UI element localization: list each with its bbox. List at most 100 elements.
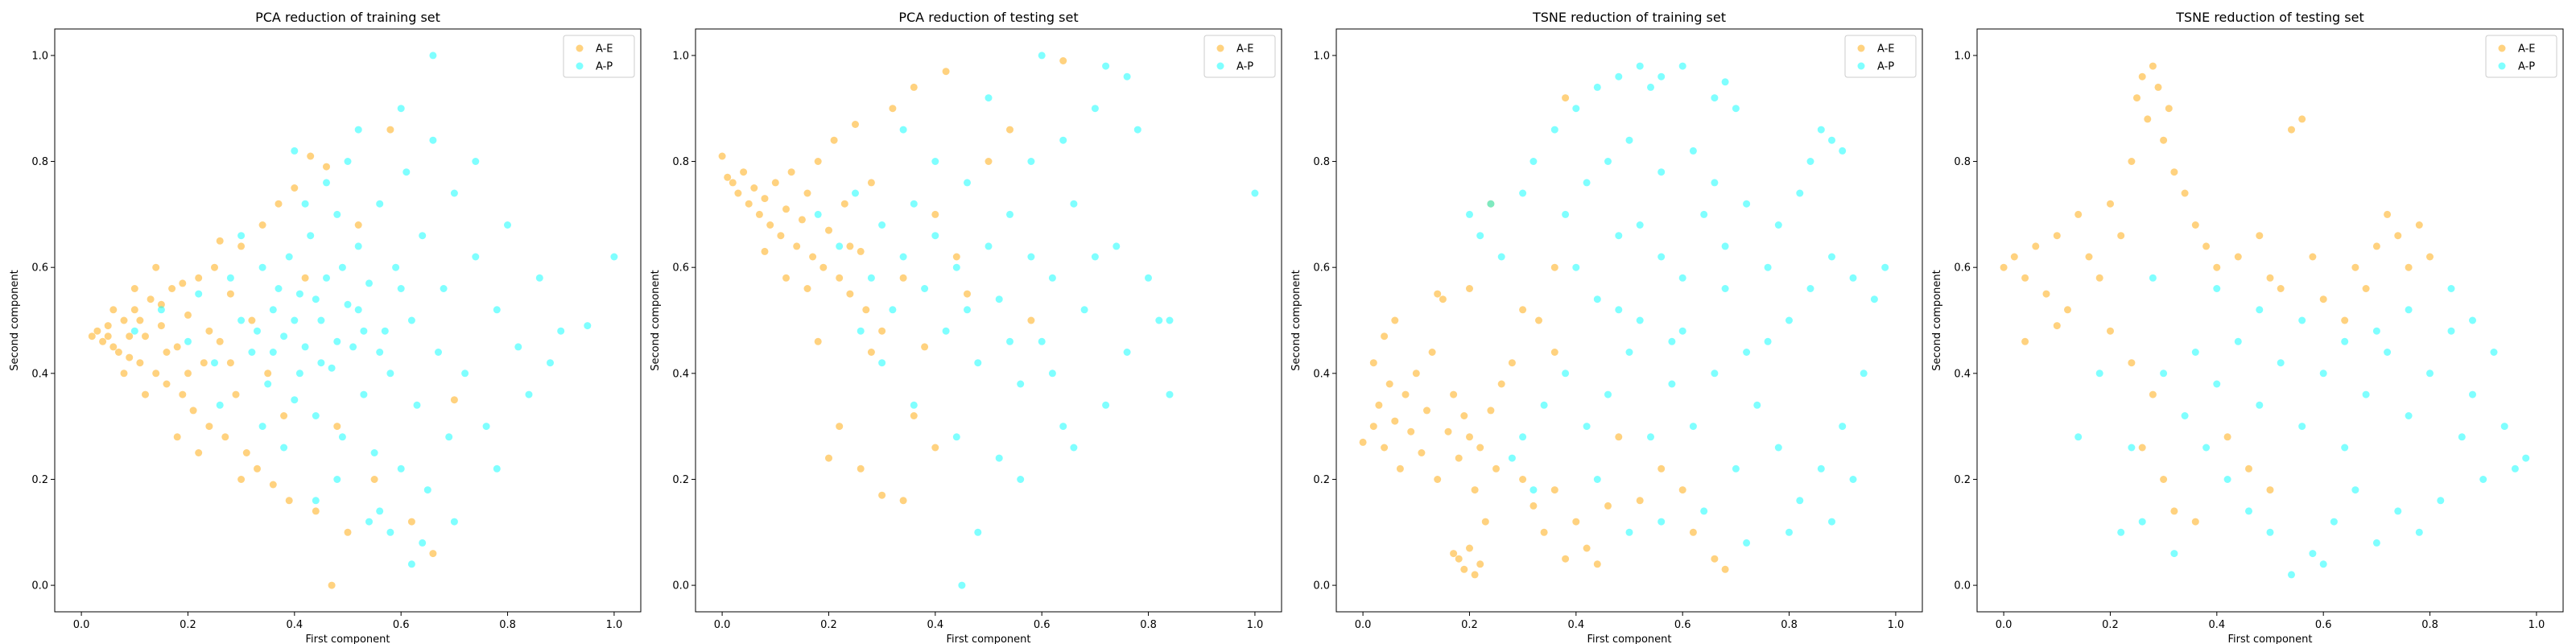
y-tick-label: 1.0 — [31, 50, 48, 62]
data-point — [130, 306, 138, 314]
x-tick-label: 0.6 — [2315, 619, 2332, 631]
data-point — [1466, 544, 1473, 552]
data-point — [216, 337, 224, 345]
data-point — [2160, 136, 2168, 144]
data-point — [205, 327, 213, 335]
data-point — [1017, 476, 1025, 483]
data-point — [2319, 560, 2327, 568]
data-point — [1689, 528, 1697, 536]
data-point — [312, 497, 320, 505]
data-point — [2144, 115, 2152, 123]
data-point — [535, 274, 543, 282]
data-point — [952, 253, 960, 261]
data-point — [793, 242, 801, 250]
data-point — [1412, 369, 1420, 378]
y-tick-label: 0.0 — [672, 580, 689, 592]
data-point — [857, 247, 865, 255]
data-point — [910, 412, 918, 419]
data-point — [2447, 285, 2455, 292]
data-point — [2372, 327, 2380, 335]
data-point — [2415, 528, 2423, 536]
data-point — [1251, 189, 1259, 197]
data-point — [1615, 72, 1623, 80]
data-point — [2128, 444, 2136, 452]
data-point — [2165, 105, 2173, 113]
data-point — [1849, 476, 1857, 483]
data-point — [1583, 423, 1591, 431]
x-tick-label: 1.0 — [2529, 619, 2545, 631]
data-point — [333, 337, 341, 345]
data-point — [2170, 168, 2178, 176]
data-point — [1668, 337, 1676, 345]
y-axis-label: Second component — [1931, 270, 1943, 371]
data-point — [2149, 62, 2157, 70]
data-point — [2469, 390, 2476, 398]
data-point — [878, 221, 886, 229]
data-point — [771, 179, 779, 187]
data-point — [376, 507, 384, 515]
data-point — [312, 507, 320, 515]
data-point — [1476, 560, 1484, 568]
x-tick-label: 1.0 — [1247, 619, 1264, 631]
data-point — [2095, 369, 2103, 378]
data-point — [1870, 295, 1878, 303]
data-point — [264, 369, 272, 378]
data-point — [2053, 322, 2061, 330]
data-point — [809, 253, 817, 261]
data-point — [136, 359, 144, 367]
data-point — [1625, 528, 1633, 536]
data-point — [114, 349, 122, 356]
data-point — [1583, 544, 1591, 552]
data-point — [1530, 502, 1538, 510]
data-point — [126, 332, 134, 341]
data-point — [344, 528, 352, 536]
data-point — [2138, 72, 2146, 80]
data-point — [777, 232, 785, 240]
data-point — [798, 216, 806, 224]
data-point — [93, 327, 101, 335]
data-point — [338, 433, 346, 441]
data-point — [2266, 528, 2274, 536]
legend-label: A-E — [596, 43, 613, 56]
chart-title: PCA reduction of training set — [255, 10, 440, 25]
data-point — [1428, 349, 1436, 356]
data-point — [2032, 242, 2040, 250]
data-point — [1519, 476, 1527, 483]
data-point — [921, 343, 929, 351]
data-point — [878, 327, 886, 335]
data-point — [1625, 349, 1633, 356]
data-point — [1038, 52, 1046, 60]
y-axis-label: Second component — [650, 270, 662, 371]
data-point — [942, 327, 950, 335]
data-point — [365, 279, 373, 287]
data-point — [328, 581, 336, 589]
data-point — [825, 454, 832, 462]
data-point — [1391, 417, 1399, 425]
data-point — [1471, 486, 1479, 494]
data-point — [2341, 337, 2349, 345]
data-point — [226, 274, 234, 282]
data-point — [910, 83, 918, 91]
data-point — [179, 279, 187, 287]
y-tick-label: 0.8 — [1954, 156, 1971, 168]
data-point — [216, 401, 224, 409]
data-point — [2170, 507, 2178, 515]
data-point — [301, 343, 309, 351]
data-point — [226, 359, 234, 367]
data-point — [1460, 412, 1468, 419]
data-point — [889, 306, 897, 314]
series-A-P — [130, 52, 618, 568]
data-point — [147, 295, 155, 303]
legend-marker — [2498, 44, 2506, 52]
data-point — [1753, 401, 1761, 409]
data-point — [2213, 285, 2221, 292]
data-point — [254, 327, 261, 335]
data-point — [1764, 263, 1772, 271]
data-point — [1732, 464, 1740, 473]
data-point — [312, 295, 320, 303]
data-point — [232, 390, 240, 398]
axes-frame — [1976, 28, 2564, 613]
data-point — [413, 401, 421, 409]
data-point — [1466, 285, 1473, 292]
data-point — [514, 343, 522, 351]
